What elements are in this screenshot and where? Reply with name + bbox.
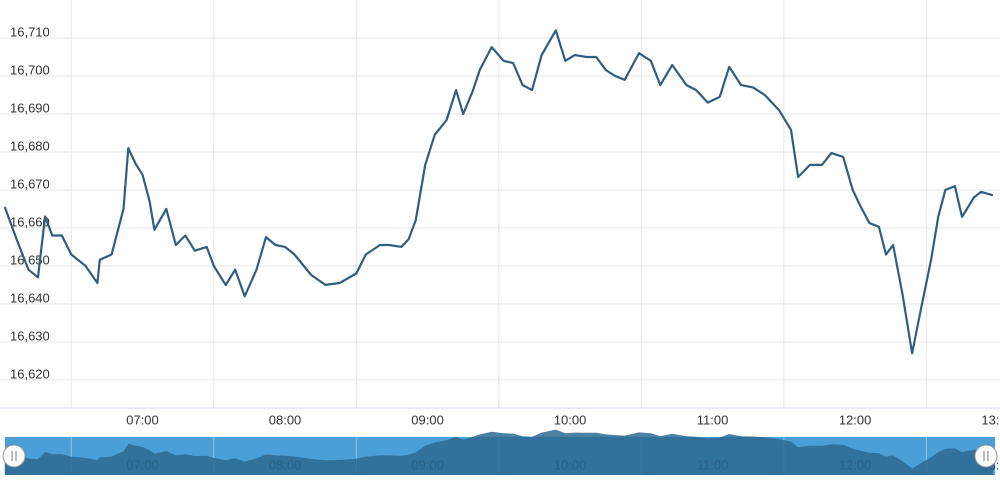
plot-area: 16,620 16,630 16,640 16,650 16,660 16,670 16,6… [0, 0, 1000, 427]
x-tick-label: 07:00 [126, 412, 159, 427]
y-tick-label: 16,700 [10, 62, 50, 77]
y-tick-label: 16,710 [10, 24, 50, 39]
y-tick-label: 16,670 [10, 176, 50, 191]
y-tick-label: 16,640 [10, 290, 50, 305]
y-tick-label: 16,630 [10, 328, 50, 343]
y-tick-label: 16,620 [10, 366, 50, 381]
y-tick-label: 16,650 [10, 252, 50, 267]
y-tick-label: 16,690 [10, 100, 50, 115]
x-tick-label: 13:00 [981, 412, 1000, 427]
x-tick-label: 08:00 [269, 412, 302, 427]
navigator-handle[interactable] [2, 444, 26, 468]
price-line [3, 29, 994, 355]
navigator-handle[interactable] [974, 444, 998, 468]
navigator-area [4, 429, 993, 475]
x-tick-label: 12:00 [839, 412, 872, 427]
y-tick-label: 16,660 [10, 214, 50, 229]
y-tick-label: 16,680 [10, 138, 50, 153]
x-tick-label: 11:00 [697, 412, 729, 427]
x-tick-label: 10:00 [554, 412, 587, 427]
x-tick-label: 09:00 [411, 412, 444, 427]
